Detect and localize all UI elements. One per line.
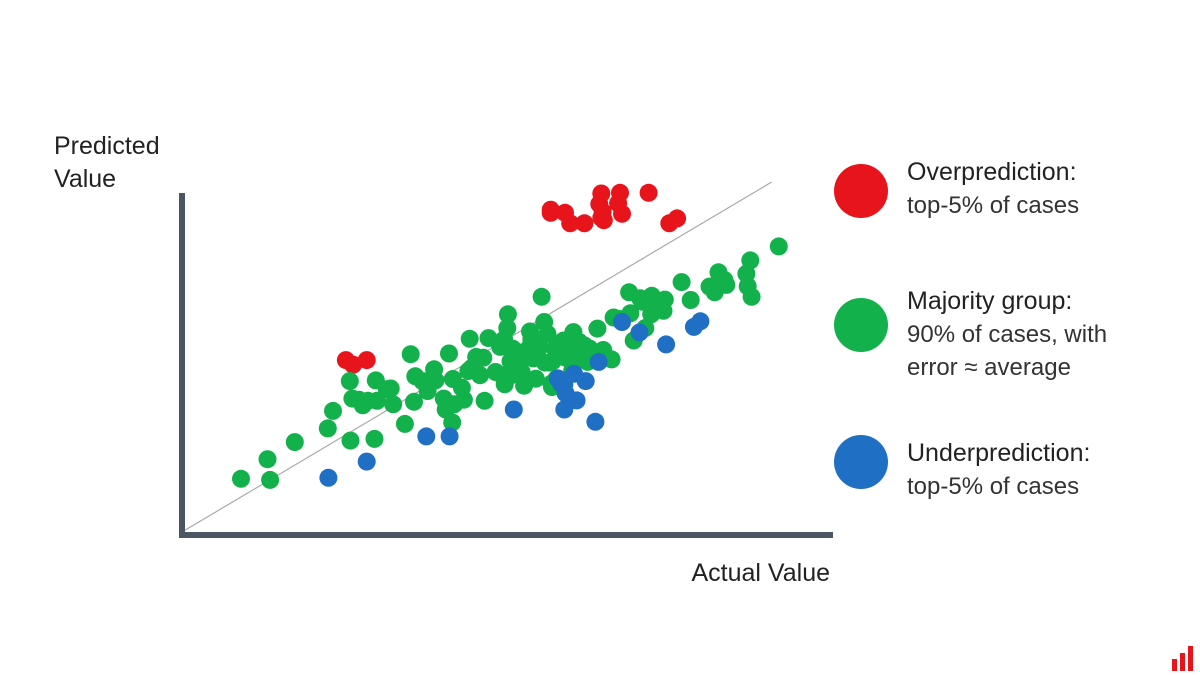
point-majority-59: [532, 287, 551, 306]
point-majority-6: [341, 431, 360, 450]
point-majority-7: [365, 429, 384, 448]
legend-marker-underprediction: [834, 435, 888, 489]
point-majority-113: [769, 237, 788, 256]
brand-logo-icon: [1172, 646, 1193, 671]
point-majority-37: [474, 348, 493, 367]
legend: Overprediction: top-5% of cases Majority…: [834, 158, 1107, 500]
point-majority-114: [406, 367, 425, 386]
point-majority-2: [258, 450, 277, 469]
point-majority-111: [741, 251, 760, 270]
data-points: [232, 183, 788, 489]
point-under-4: [504, 400, 523, 419]
point-majority-63: [538, 324, 557, 343]
point-majority-1: [261, 470, 280, 489]
point-majority-9: [340, 372, 359, 391]
legend-overprediction-title: Overprediction:: [907, 158, 1077, 186]
point-majority-51: [512, 363, 531, 381]
point-majority-17: [395, 414, 414, 433]
point-majority-117: [495, 375, 514, 394]
point-over-4: [541, 200, 560, 219]
point-majority-58: [530, 337, 549, 356]
legend-overprediction-desc: top-5% of cases: [907, 192, 1079, 219]
legend-majority-desc-2: error ≈ average: [907, 354, 1071, 381]
point-majority-85: [580, 339, 599, 358]
point-over-13: [613, 204, 631, 223]
point-under-1: [357, 452, 376, 471]
legend-marker-majority: [834, 298, 888, 352]
legend-underprediction-title: Underprediction:: [907, 439, 1090, 467]
point-majority-28: [443, 413, 462, 432]
legend-majority-title: Majority group:: [907, 287, 1072, 315]
point-majority-44: [498, 319, 517, 337]
point-majority-108: [717, 275, 736, 294]
point-majority-31: [454, 390, 473, 409]
point-majority-18: [405, 392, 423, 411]
point-over-1: [344, 355, 363, 374]
point-over-16: [639, 183, 658, 202]
point-over-7: [575, 214, 594, 233]
point-under-12: [576, 372, 595, 391]
point-over-15: [611, 183, 629, 202]
point-under-2: [417, 427, 436, 446]
point-majority-99: [655, 290, 674, 309]
point-under-19: [691, 312, 710, 331]
point-majority-23: [426, 371, 445, 390]
x-axis-label: Actual Value: [691, 559, 830, 587]
point-under-3: [440, 427, 459, 446]
legend-marker-overprediction: [834, 164, 888, 218]
legend-majority-desc-1: 90% of cases, with: [907, 321, 1107, 348]
point-majority-116: [381, 379, 400, 398]
point-majority-33: [460, 329, 479, 348]
y-axis-label-line-2: Value: [54, 165, 116, 193]
point-under-17: [657, 335, 676, 354]
point-majority-36: [475, 391, 494, 410]
point-majority-86: [588, 319, 607, 338]
point-over-18: [668, 209, 687, 228]
point-majority-19: [401, 345, 420, 364]
point-majority-45: [498, 305, 517, 324]
point-over-2: [357, 351, 376, 370]
point-majority-0: [232, 469, 250, 488]
y-axis-label-line-1: Predicted: [54, 132, 160, 160]
point-under-16: [630, 323, 649, 342]
point-majority-16: [384, 395, 403, 414]
point-over-11: [593, 202, 612, 221]
point-under-8: [555, 400, 574, 419]
point-majority-100: [672, 273, 691, 292]
point-under-15: [613, 313, 631, 331]
point-under-0: [319, 468, 338, 487]
point-over-6: [561, 214, 580, 233]
point-majority-5: [324, 401, 342, 420]
point-majority-112: [742, 287, 761, 306]
point-under-14: [589, 352, 608, 371]
point-under-13: [586, 412, 605, 431]
point-majority-120: [515, 376, 534, 395]
point-majority-26: [440, 344, 458, 363]
point-under-11: [567, 391, 586, 410]
point-majority-101: [681, 291, 700, 309]
legend-underprediction-desc: top-5% of cases: [907, 473, 1079, 500]
point-over-14: [592, 184, 611, 203]
point-majority-4: [318, 419, 337, 438]
point-majority-115: [462, 358, 481, 377]
point-majority-3: [285, 433, 304, 452]
